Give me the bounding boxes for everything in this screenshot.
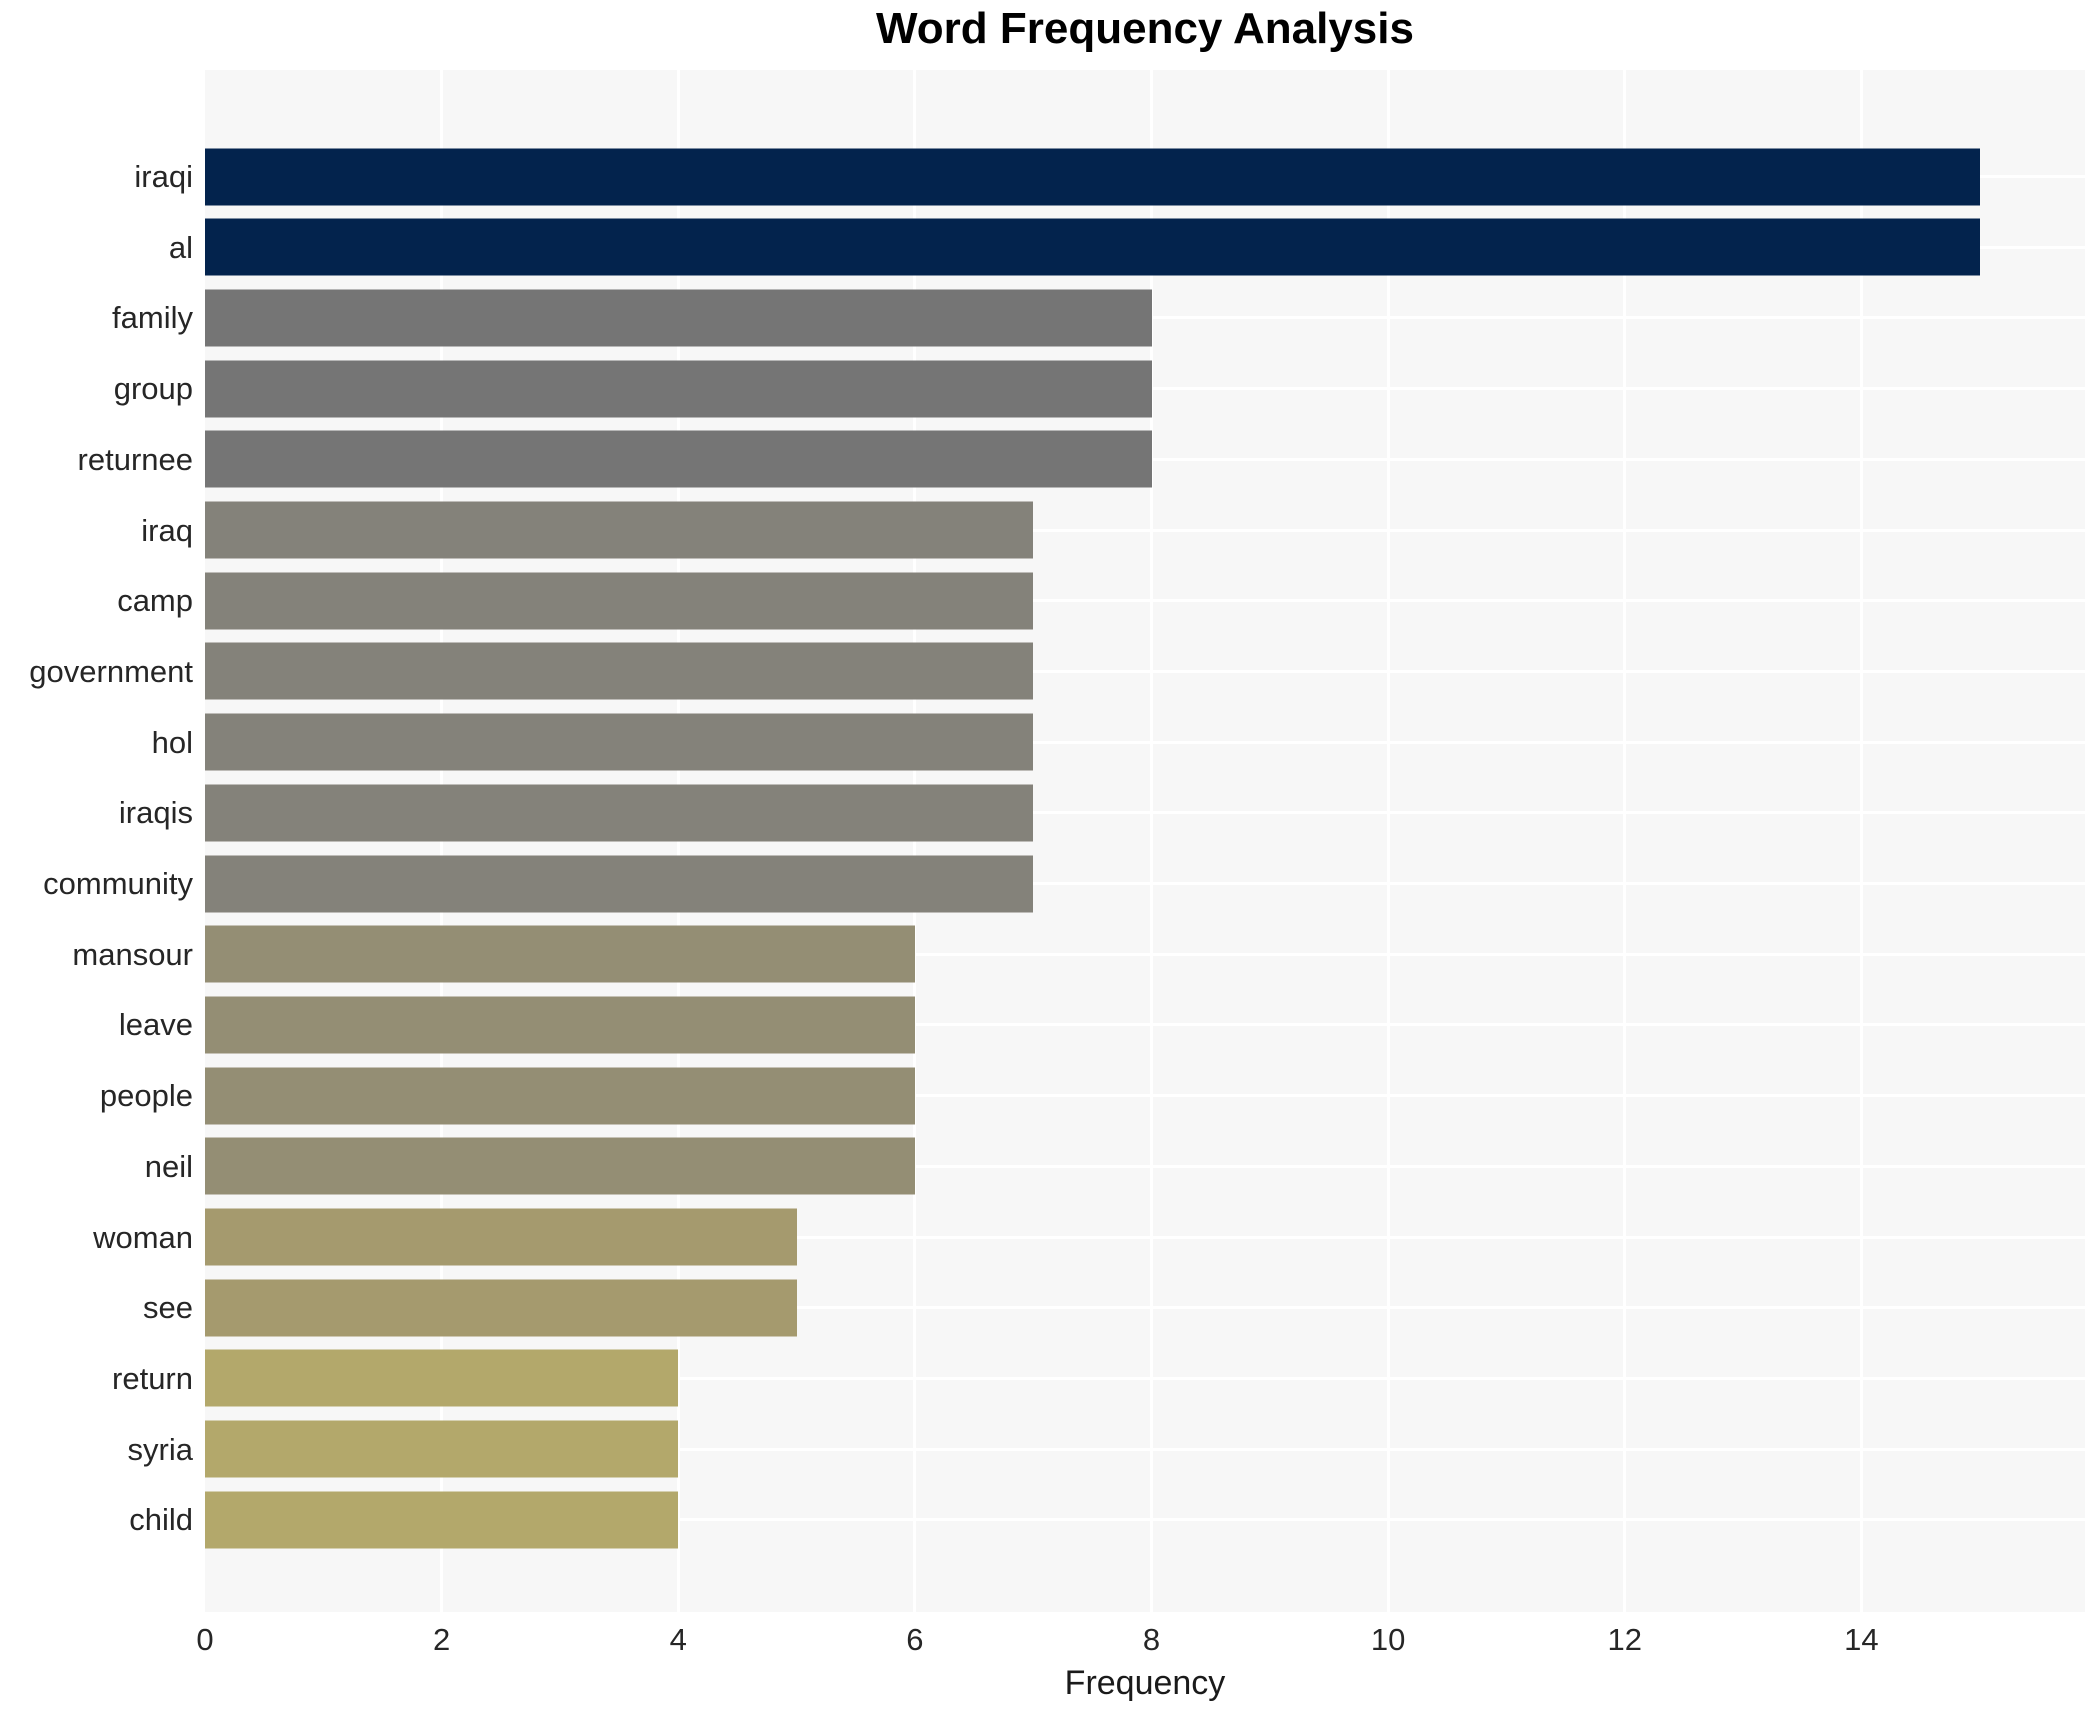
category-label: iraq [141,512,193,548]
category-label: al [168,229,193,265]
category-label: government [29,653,193,689]
x-tick-label: 12 [1607,1622,1642,1657]
chart-title: Word Frequency Analysis [876,4,1414,53]
category-label: mansour [72,936,193,972]
category-label: group [113,371,193,407]
category-label: iraqi [134,159,193,194]
category-label: syria [127,1431,193,1467]
x-tick-label: 2 [433,1622,451,1657]
category-label: neil [144,1148,193,1184]
category-label: child [129,1502,193,1538]
plot-background [205,70,2085,1612]
x-tick-label: 14 [1844,1622,1879,1657]
category-label: woman [93,1219,193,1255]
x-tick-label: 4 [669,1622,687,1657]
category-label: people [99,1078,193,1114]
category-label: returnee [77,441,193,477]
x-tick-label: 0 [196,1622,214,1657]
x-tick-label: 8 [1142,1622,1161,1657]
category-label: see [143,1290,193,1326]
x-tick-label: 10 [1370,1622,1406,1657]
category-label: hol [151,724,193,760]
category-label: iraqis [118,795,193,831]
x-axis-label: Frequency [1064,1664,1226,1702]
category-label: leave [118,1007,193,1043]
x-tick-label: 6 [906,1622,924,1657]
category-label: community [43,866,193,901]
category-label: camp [117,583,193,619]
category-label: return [112,1360,193,1396]
category-label: family [112,300,193,336]
